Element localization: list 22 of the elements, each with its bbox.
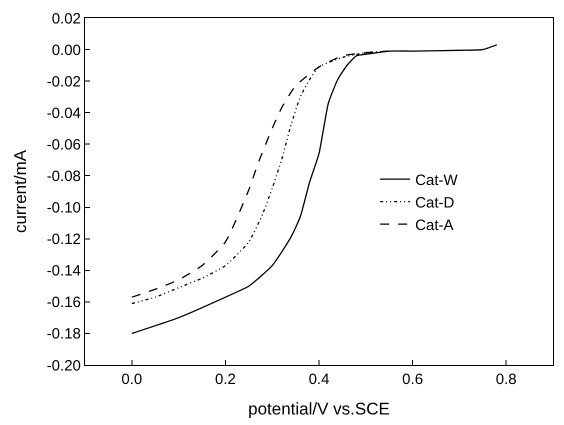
y-tick-label: -0.08 — [46, 168, 81, 185]
x-tick-label: 0.4 — [308, 371, 330, 388]
y-tick-label: 0.00 — [52, 42, 81, 59]
x-tick-label: 0.0 — [121, 371, 142, 388]
x-tick-label: 0.6 — [402, 371, 424, 388]
y-tick-label: -0.14 — [46, 262, 81, 280]
y-tick-label: -0.10 — [46, 200, 81, 217]
y-tick-label: -0.12 — [46, 231, 81, 248]
y-tick-label: 0.02 — [52, 10, 81, 28]
y-tick-label: -0.04 — [46, 104, 81, 122]
legend-label: Cat-W — [415, 172, 458, 190]
legend-label: Cat-D — [415, 194, 454, 212]
y-tick-label: -0.18 — [46, 326, 81, 343]
y-tick-label: -0.02 — [46, 73, 81, 90]
x-tick-label: 0.8 — [496, 371, 517, 388]
x-axis-title: potential/V vs.SCE — [248, 400, 390, 418]
y-tick-label: -0.20 — [46, 357, 81, 374]
y-tick-label: -0.06 — [46, 136, 81, 154]
legend-label: Cat-A — [415, 217, 454, 234]
y-tick-label: -0.16 — [46, 294, 81, 312]
x-tick-label: 0.2 — [214, 371, 236, 388]
y-axis-title: current/mA — [11, 149, 30, 234]
